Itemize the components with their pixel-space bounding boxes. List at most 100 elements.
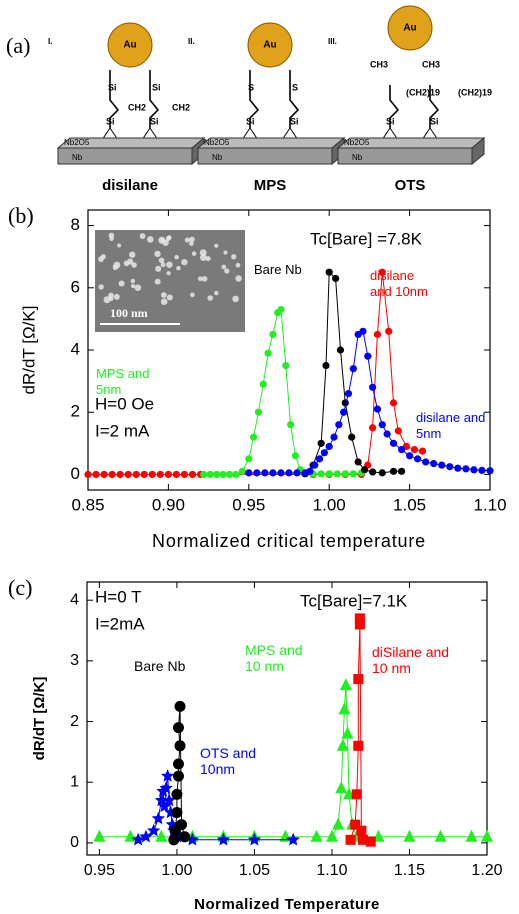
- point: [213, 470, 221, 479]
- point: [293, 469, 301, 477]
- point: [378, 421, 386, 429]
- group-label: Si: [152, 82, 161, 92]
- point: [353, 674, 364, 685]
- y-tick-label: 0: [70, 834, 79, 851]
- point: [93, 829, 106, 842]
- point: [335, 781, 348, 794]
- y-tick-label: 8: [71, 215, 80, 234]
- point: [322, 361, 330, 370]
- point: [164, 470, 172, 479]
- inset-particle: [160, 262, 166, 268]
- annotation: H=0 T: [95, 587, 141, 606]
- numeral: I.: [48, 37, 52, 46]
- point: [325, 829, 338, 842]
- y-tick-label: 2: [71, 402, 80, 421]
- point: [336, 346, 345, 354]
- point: [188, 470, 197, 479]
- inset-particle: [109, 236, 114, 242]
- point: [397, 467, 406, 475]
- point: [162, 793, 176, 807]
- point: [383, 430, 391, 438]
- point: [168, 834, 180, 846]
- point: [287, 421, 295, 429]
- point: [345, 834, 356, 845]
- inset-particle: [235, 275, 242, 282]
- x-tick-label: 1.10: [473, 495, 506, 514]
- point: [336, 738, 349, 751]
- point: [414, 455, 422, 463]
- point: [277, 305, 285, 314]
- group-label: Si: [386, 116, 395, 126]
- x-tick-label: 0.90: [152, 495, 185, 514]
- inset-particle: [223, 250, 228, 255]
- point: [369, 383, 377, 391]
- oxide-label: Nb2O5: [344, 138, 370, 147]
- point: [100, 470, 108, 479]
- y-tick-label: 0: [71, 464, 80, 483]
- series-line: [350, 618, 371, 843]
- inset-particle: [98, 256, 104, 263]
- point: [349, 365, 357, 373]
- panel-label: (c): [8, 575, 32, 600]
- inset-particle: [112, 264, 118, 271]
- annotation: I=2mA: [95, 614, 145, 633]
- point: [378, 268, 386, 276]
- group-label: Si: [246, 116, 255, 126]
- inset-particle: [199, 249, 207, 257]
- x-tick-label: 1.10: [316, 862, 347, 879]
- point: [333, 470, 341, 478]
- inset-particle: [214, 243, 219, 248]
- inset-particle: [117, 243, 122, 248]
- point: [310, 829, 323, 842]
- inset-particle: [158, 257, 165, 264]
- y-axis-title: dR/dT [Ω/K]: [19, 306, 38, 395]
- point: [465, 829, 478, 842]
- group-label: (CH2)19: [458, 87, 492, 97]
- point: [161, 769, 175, 782]
- point: [325, 470, 333, 478]
- anchor: [241, 127, 259, 141]
- series-line: [203, 308, 362, 475]
- point: [261, 469, 269, 477]
- point: [172, 722, 184, 734]
- point: [422, 458, 430, 466]
- point: [486, 467, 494, 475]
- point: [269, 469, 277, 477]
- point: [354, 458, 362, 466]
- series-label: MPS and 5nm: [96, 366, 150, 397]
- inset-particle: [205, 256, 211, 262]
- point: [360, 466, 369, 474]
- series-label: Bare Nb: [254, 262, 302, 277]
- point: [378, 469, 386, 477]
- chain: [289, 70, 300, 128]
- point: [325, 268, 333, 276]
- inset-particle: [184, 237, 190, 243]
- inset-particle: [108, 232, 115, 239]
- y-tick-label: 3: [70, 652, 79, 669]
- point: [84, 470, 92, 479]
- point: [481, 829, 493, 842]
- point: [325, 442, 333, 451]
- point: [354, 619, 365, 630]
- y-tick-label: 4: [70, 591, 79, 608]
- point: [245, 455, 253, 463]
- point: [341, 470, 349, 478]
- point: [253, 469, 261, 477]
- point: [250, 433, 258, 441]
- inset-particle: [146, 236, 154, 243]
- inset-particle: [191, 251, 197, 256]
- point: [349, 470, 357, 478]
- point: [132, 470, 140, 479]
- point: [116, 470, 124, 479]
- inset-particle: [155, 265, 162, 272]
- point: [454, 464, 462, 472]
- x-tick-label: 1.05: [393, 495, 426, 514]
- point: [373, 405, 382, 413]
- inset-particle: [127, 258, 134, 265]
- point: [269, 330, 277, 339]
- point: [470, 466, 478, 474]
- point: [174, 700, 186, 712]
- point: [446, 463, 454, 471]
- point: [245, 469, 253, 477]
